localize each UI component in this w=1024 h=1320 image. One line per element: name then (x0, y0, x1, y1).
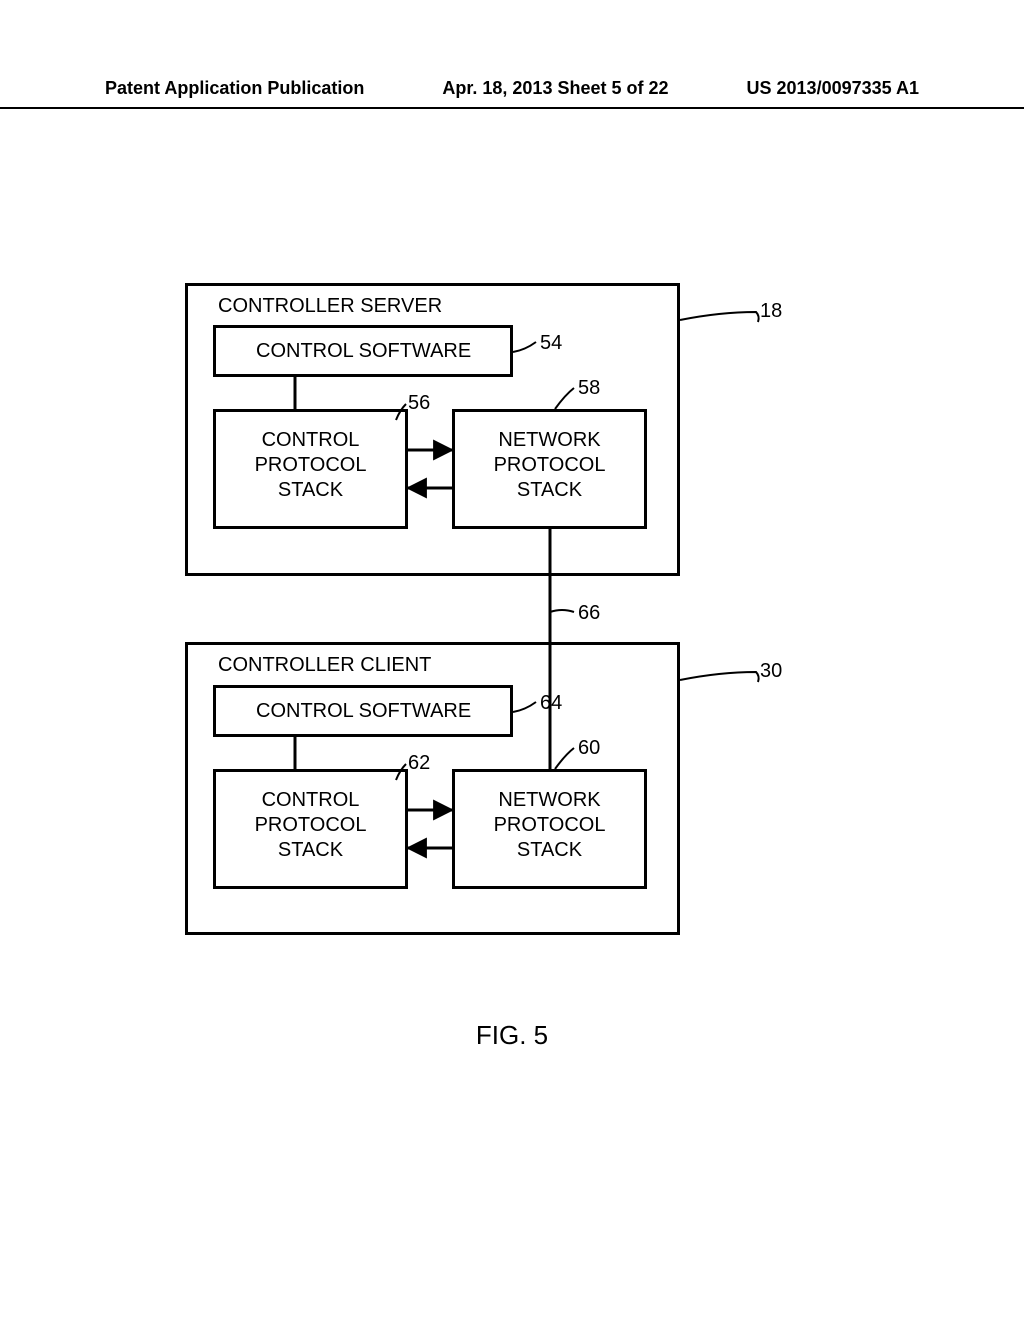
figure-diagram: CONTROLLER SERVER CONTROL SOFTWARE CONTR… (0, 0, 1024, 1320)
figure-caption: FIG. 5 (0, 1020, 1024, 1051)
connectors-svg (0, 0, 1024, 1320)
